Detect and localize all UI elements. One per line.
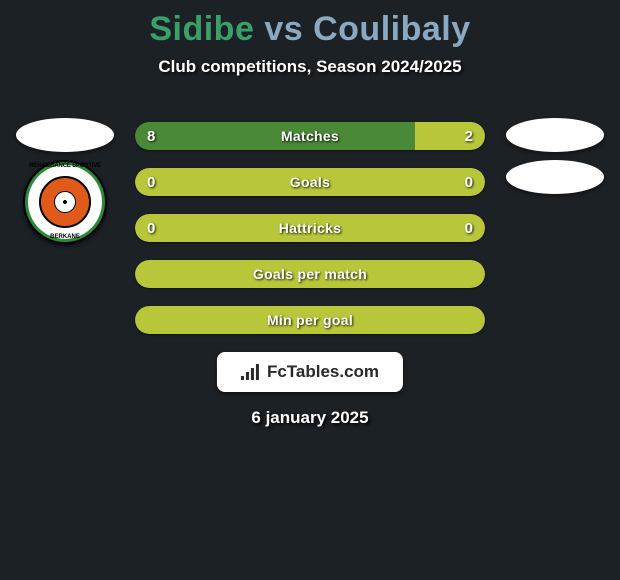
subtitle: Club competitions, Season 2024/2025 (0, 57, 620, 77)
page-title: Sidibe vs Coulibaly (0, 0, 620, 49)
player-photo-placeholder (506, 160, 604, 194)
stat-row: Min per goal (135, 306, 485, 334)
brand-box: FcTables.com (217, 352, 403, 392)
brand-logo-icon (241, 364, 261, 380)
left-badge-column: RENAISSANCE SPORTIVEBERKANE (10, 118, 120, 244)
player-photo-placeholder (16, 118, 114, 152)
stat-label: Min per goal (135, 306, 485, 334)
club-badge-left: RENAISSANCE SPORTIVEBERKANE (23, 160, 107, 244)
player1-name: Sidibe (149, 10, 254, 48)
stat-row: 82Matches (135, 122, 485, 150)
stat-label: Matches (135, 122, 485, 150)
stat-row: Goals per match (135, 260, 485, 288)
brand-text: FcTables.com (267, 362, 379, 382)
stat-row: 00Goals (135, 168, 485, 196)
right-badge-column (500, 118, 610, 194)
player-photo-placeholder (506, 118, 604, 152)
stat-label: Goals per match (135, 260, 485, 288)
stat-row: 00Hattricks (135, 214, 485, 242)
stat-label: Goals (135, 168, 485, 196)
vs-text: vs (264, 10, 303, 48)
stat-rows-container: 82Matches 00Goals 00Hattricks Goals per mat… (135, 122, 485, 334)
date-text: 6 january 2025 (0, 408, 620, 428)
player2-name: Coulibaly (313, 10, 471, 48)
stat-label: Hattricks (135, 214, 485, 242)
